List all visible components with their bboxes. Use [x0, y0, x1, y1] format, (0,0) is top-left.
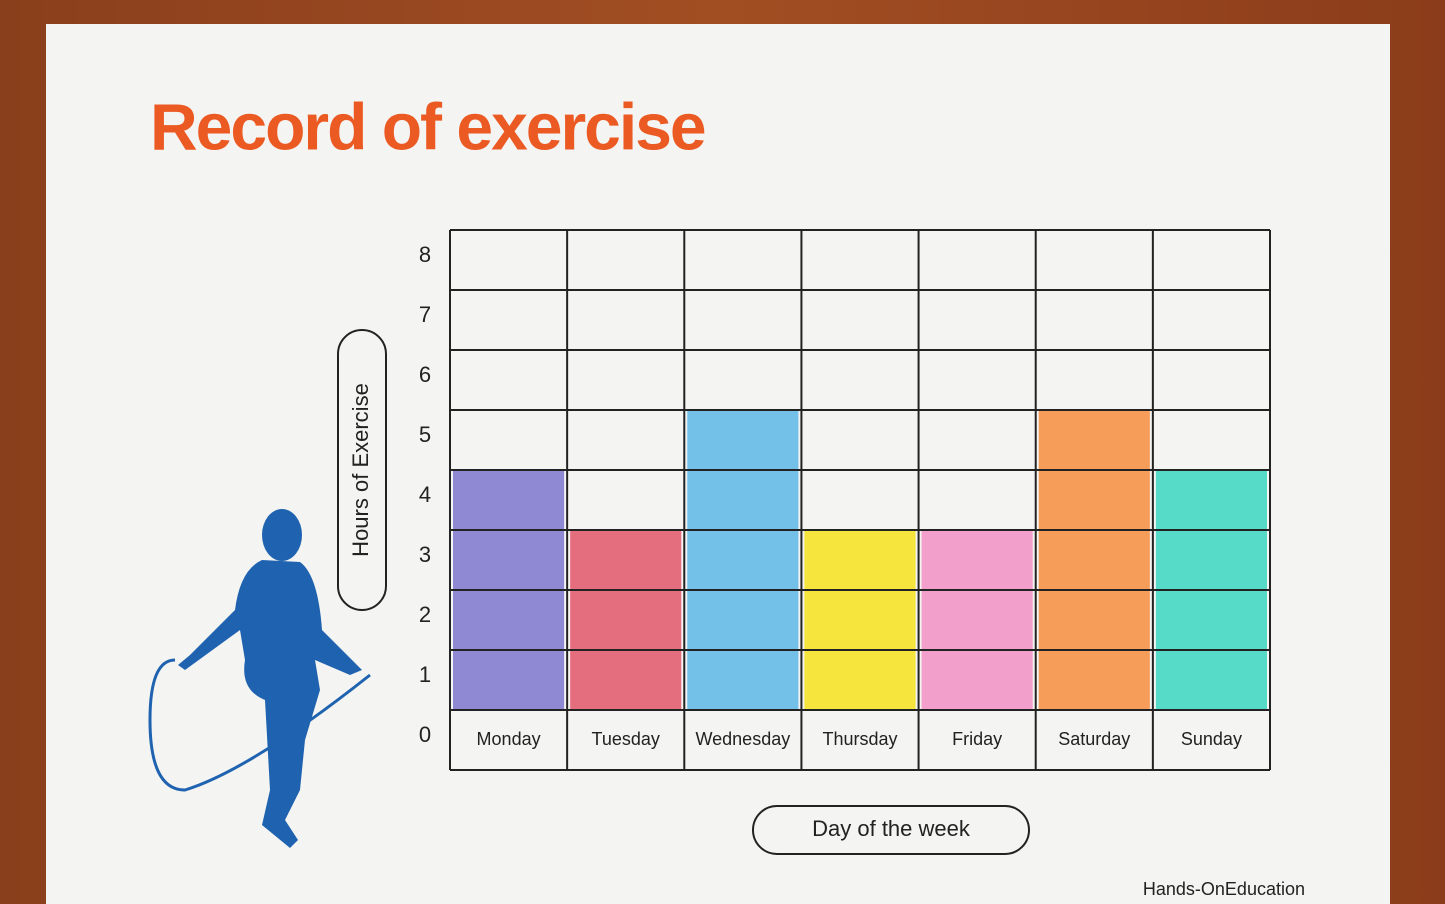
bar: [570, 530, 682, 710]
y-tick-label: 2: [419, 602, 431, 627]
x-tick-label: Wednesday: [695, 729, 790, 749]
y-tick-label: 7: [419, 302, 431, 327]
y-axis-label: Hours of Exercise: [348, 383, 373, 557]
x-axis-label: Day of the week: [812, 816, 971, 841]
x-tick-label: Sunday: [1181, 729, 1242, 749]
bar: [687, 410, 799, 710]
y-tick-label: 4: [419, 482, 431, 507]
y-tick-label: 3: [419, 542, 431, 567]
rope: [148, 658, 371, 792]
y-tick-label: 1: [419, 662, 431, 687]
bar: [804, 530, 916, 710]
y-tick-label: 8: [419, 242, 431, 267]
x-tick-label: Tuesday: [592, 729, 660, 749]
jump-rope-figure: [178, 509, 362, 848]
footer: Hands-OnEducation: [1143, 879, 1305, 899]
chart-title: Record of exercise: [150, 89, 705, 163]
x-label-box: [752, 805, 1030, 855]
x-tick-label: Thursday: [822, 729, 897, 749]
bar: [921, 530, 1033, 710]
x-tick-label: Saturday: [1058, 729, 1130, 749]
x-tick-label: Friday: [952, 729, 1002, 749]
y-tick-label: 0: [419, 722, 431, 747]
x-tick-label: Monday: [477, 729, 541, 749]
bar: [1038, 410, 1150, 710]
y-label-box: [337, 329, 387, 611]
y-tick-label: 6: [419, 362, 431, 387]
y-tick-label: 5: [419, 422, 431, 447]
